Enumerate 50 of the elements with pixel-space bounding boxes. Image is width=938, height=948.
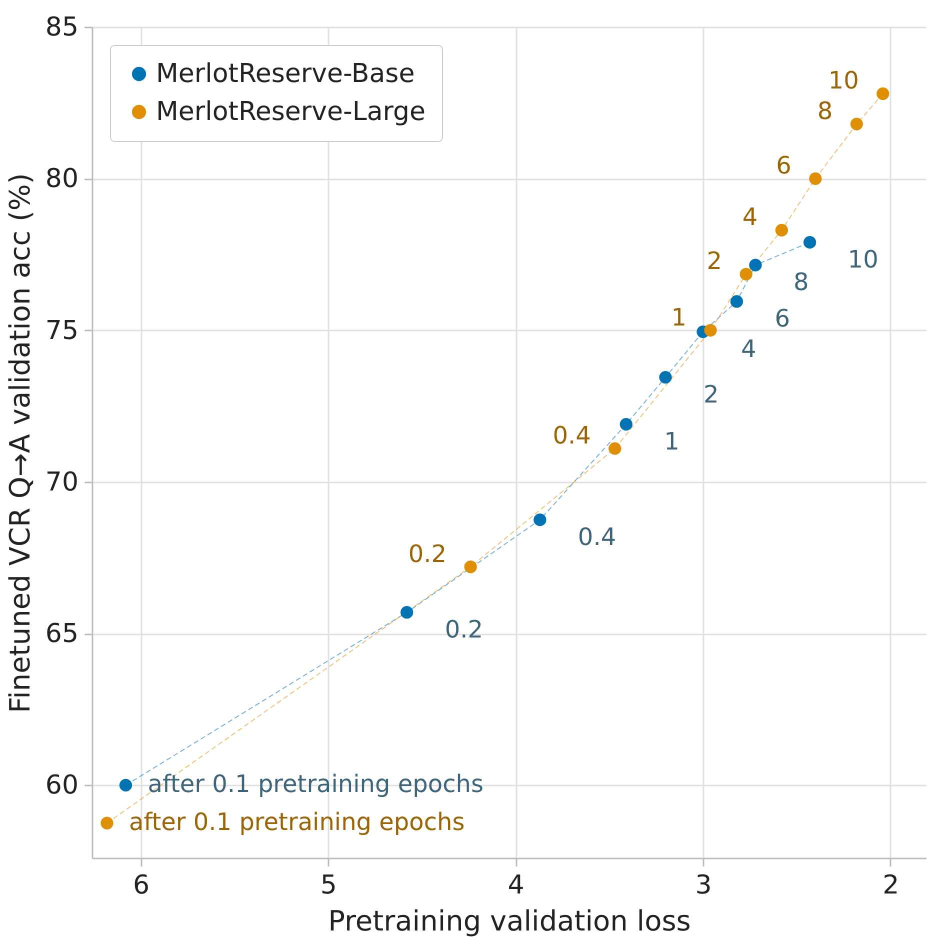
annotation: 0.2 [444, 615, 484, 644]
point [100, 816, 114, 830]
annotation: 0.4 [578, 522, 616, 551]
point [620, 418, 632, 431]
point [876, 87, 890, 100]
annotation: 1 [664, 427, 680, 456]
y-axis-title: Finetuned VCR Q→A validation acc (%) [3, 173, 36, 713]
y-tick-label: 60 [45, 770, 78, 801]
annotation: after 0.1 pretraining epochs [128, 808, 465, 836]
annotation: 8 [793, 268, 809, 296]
point [400, 606, 414, 619]
point [730, 295, 744, 308]
y-tick-label: 75 [45, 316, 78, 346]
point [775, 224, 788, 237]
point [464, 560, 477, 574]
x-tick-label: 6 [132, 870, 150, 900]
x-tick-label: 3 [695, 870, 712, 900]
annotation: 2 [706, 247, 722, 276]
point [659, 370, 672, 384]
annotation: 6 [776, 152, 792, 180]
annotation: 1 [671, 303, 686, 332]
point [850, 118, 863, 130]
annotation: 10 [828, 66, 859, 95]
x-tick-label: 4 [508, 870, 524, 900]
x-tick-label: 2 [882, 870, 900, 900]
annotation: 8 [817, 97, 833, 126]
point [749, 258, 762, 272]
point [704, 324, 717, 337]
x-tick-label: 5 [320, 870, 337, 900]
point [809, 172, 822, 185]
y-tick-label: 85 [45, 12, 78, 42]
y-tick-label: 70 [45, 467, 78, 498]
legend-label: MerlotReserve-Large [156, 97, 426, 127]
point [803, 236, 816, 249]
point [534, 514, 546, 526]
point [608, 442, 622, 455]
x-axis-title: Pretraining validation loss [328, 904, 691, 938]
annotation: 0.2 [408, 540, 447, 568]
annotation: 0.4 [552, 422, 591, 450]
annotation: 4 [742, 203, 758, 232]
point [740, 268, 752, 280]
y-tick-label: 65 [45, 619, 78, 650]
legend-label: MerlotReserve-Base [156, 59, 415, 89]
y-tick-label: 80 [45, 164, 78, 194]
annotation: after 0.1 pretraining epochs [148, 770, 484, 798]
annotation: 6 [774, 304, 790, 332]
annotation: 10 [848, 245, 878, 274]
point [119, 778, 132, 792]
annotation: 4 [740, 334, 756, 363]
annotation: 2 [703, 380, 719, 408]
